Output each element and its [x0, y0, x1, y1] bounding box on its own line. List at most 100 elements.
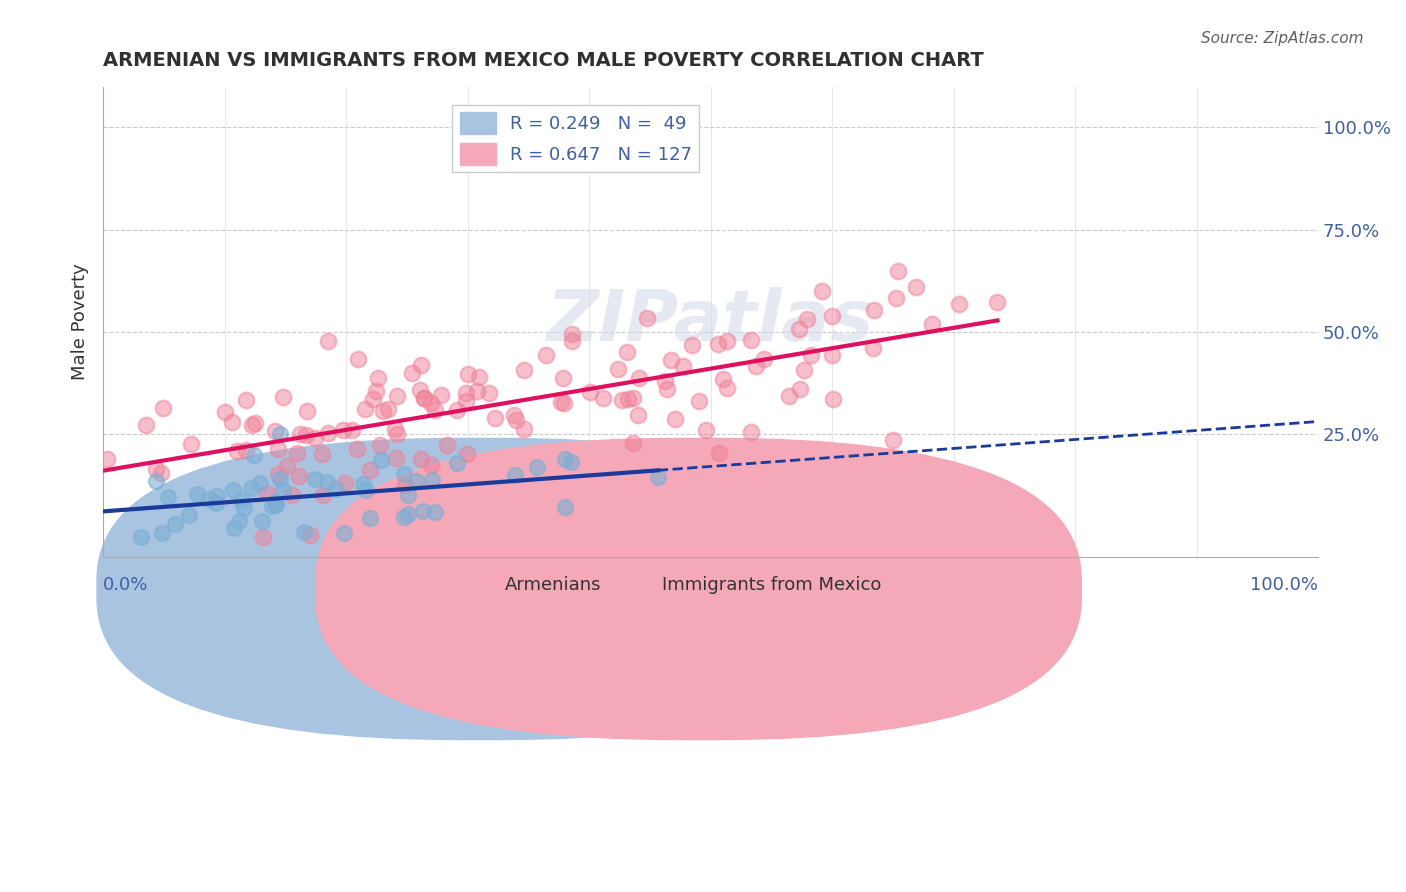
Point [392, 467, 415, 481]
Point [152, 401, 174, 415]
Point [681, 338, 703, 352]
Point [616, 345, 638, 359]
Point [150, 467, 173, 481]
Point [823, 392, 845, 406]
Point [252, 529, 274, 543]
Point [621, 391, 644, 405]
Point [377, 402, 399, 417]
Point [180, 437, 202, 451]
Point [512, 363, 534, 377]
Point [264, 494, 287, 508]
Point [745, 359, 768, 373]
Point [292, 524, 315, 539]
Point [356, 483, 378, 497]
Point [655, 382, 678, 396]
Point [986, 295, 1008, 310]
Point [250, 514, 273, 528]
Point [316, 425, 339, 440]
Point [740, 334, 762, 348]
Point [177, 508, 200, 522]
Point [311, 447, 333, 461]
Point [233, 500, 256, 515]
Point [396, 488, 419, 502]
Point [325, 482, 347, 496]
Point [716, 381, 738, 395]
Point [409, 359, 432, 373]
Point [456, 385, 478, 400]
Point [243, 448, 266, 462]
FancyBboxPatch shape [97, 439, 862, 739]
Point [405, 475, 427, 489]
Point [332, 423, 354, 437]
Point [316, 334, 339, 348]
Point [222, 521, 245, 535]
Point [260, 499, 283, 513]
Point [420, 473, 443, 487]
Point [793, 363, 815, 377]
Point [484, 411, 506, 425]
Y-axis label: Male Poverty: Male Poverty [72, 263, 89, 380]
Point [672, 359, 695, 374]
Point [222, 483, 245, 497]
Point [249, 476, 271, 491]
Point [401, 366, 423, 380]
Point [740, 425, 762, 439]
Point [550, 395, 572, 409]
Point [280, 488, 302, 502]
Point [347, 351, 370, 366]
Point [904, 280, 927, 294]
Point [419, 396, 441, 410]
Point [513, 422, 536, 436]
Point [394, 478, 416, 492]
Point [446, 403, 468, 417]
Text: ZIPatlas: ZIPatlas [547, 287, 875, 356]
Point [561, 334, 583, 348]
Point [664, 411, 686, 425]
Point [526, 459, 548, 474]
Point [285, 446, 308, 460]
Point [617, 392, 640, 406]
Point [96, 451, 118, 466]
Point [231, 493, 253, 508]
Point [256, 486, 278, 500]
Point [267, 442, 290, 456]
Point [269, 427, 291, 442]
Point [198, 491, 221, 506]
Point [654, 374, 676, 388]
Point [385, 389, 408, 403]
Point [150, 526, 173, 541]
Point [419, 458, 441, 472]
Point [621, 436, 644, 450]
Point [884, 291, 907, 305]
Point [862, 302, 884, 317]
Point [610, 392, 633, 407]
Point [606, 362, 628, 376]
Point [754, 352, 776, 367]
Point [626, 408, 648, 422]
Point [821, 309, 844, 323]
Point [304, 472, 326, 486]
Point [129, 529, 152, 543]
Point [789, 382, 811, 396]
Point [592, 391, 614, 405]
Point [465, 384, 488, 398]
Point [921, 317, 943, 331]
Point [661, 352, 683, 367]
Point [165, 517, 187, 532]
Point [413, 391, 436, 405]
Point [553, 395, 575, 409]
Point [408, 383, 430, 397]
Point [333, 476, 356, 491]
Point [225, 443, 247, 458]
Point [554, 500, 576, 514]
Point [821, 348, 844, 362]
Point [359, 510, 381, 524]
Point [366, 384, 388, 398]
Legend: R = 0.249   N =  49, R = 0.647   N = 127: R = 0.249 N = 49, R = 0.647 N = 127 [453, 105, 699, 172]
Point [207, 489, 229, 503]
Point [145, 474, 167, 488]
Point [371, 404, 394, 418]
Text: ARMENIAN VS IMMIGRANTS FROM MEXICO MALE POVERTY CORRELATION CHART: ARMENIAN VS IMMIGRANTS FROM MEXICO MALE … [103, 51, 984, 70]
Point [862, 341, 884, 355]
Text: 0.0%: 0.0% [103, 576, 149, 594]
